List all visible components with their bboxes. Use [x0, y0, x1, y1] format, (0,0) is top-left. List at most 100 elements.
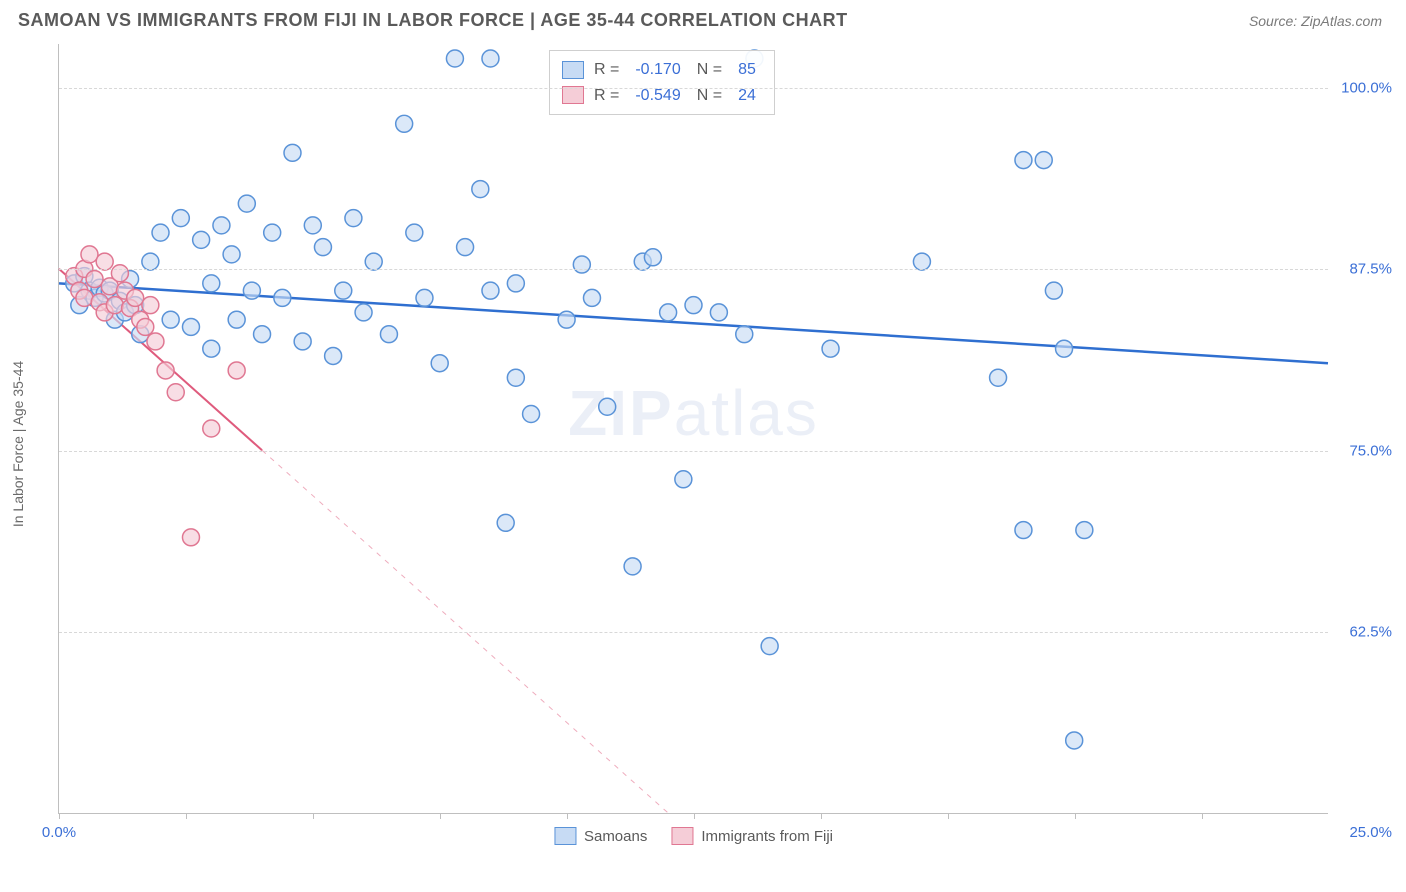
data-point — [223, 246, 240, 263]
x-tick — [1202, 813, 1203, 819]
data-point — [675, 471, 692, 488]
data-point — [345, 210, 362, 227]
data-point — [96, 253, 113, 270]
data-point — [482, 50, 499, 67]
legend-item-fiji: Immigrants from Fiji — [671, 827, 833, 845]
plot-area: ZIPatlas R = -0.170 N = 85 R = -0.549 N … — [58, 44, 1328, 814]
data-point — [761, 638, 778, 655]
data-point — [86, 271, 103, 288]
data-point — [1076, 522, 1093, 539]
data-point — [1045, 282, 1062, 299]
swatch-fiji-icon — [562, 86, 584, 104]
y-tick-label: 100.0% — [1341, 79, 1392, 96]
data-point — [172, 210, 189, 227]
data-point — [203, 420, 220, 437]
r-value-fiji: -0.549 — [635, 83, 680, 109]
y-tick-label: 87.5% — [1349, 261, 1392, 278]
x-tick — [694, 813, 695, 819]
x-tick — [186, 813, 187, 819]
data-point — [81, 246, 98, 263]
scatter-svg — [59, 44, 1328, 813]
data-point — [203, 340, 220, 357]
chart-source: Source: ZipAtlas.com — [1249, 13, 1382, 29]
stats-row-samoans: R = -0.170 N = 85 — [562, 57, 762, 83]
data-point — [238, 195, 255, 212]
data-point — [167, 384, 184, 401]
x-tick — [313, 813, 314, 819]
series-legend: Samoans Immigrants from Fiji — [554, 827, 833, 845]
data-point — [1015, 152, 1032, 169]
data-point — [599, 398, 616, 415]
data-point — [990, 369, 1007, 386]
data-point — [142, 253, 159, 270]
data-point — [127, 289, 144, 306]
y-tick-label: 75.0% — [1349, 442, 1392, 459]
legend-label-samoans: Samoans — [584, 828, 647, 845]
data-point — [76, 289, 93, 306]
data-point — [380, 326, 397, 343]
data-point — [431, 355, 448, 372]
data-point — [243, 282, 260, 299]
x-tick — [567, 813, 568, 819]
data-point — [182, 529, 199, 546]
data-point — [507, 369, 524, 386]
y-axis-label: In Labor Force | Age 35-44 — [10, 361, 26, 527]
data-point — [497, 514, 514, 531]
data-point — [685, 297, 702, 314]
data-point — [304, 217, 321, 234]
data-point — [142, 297, 159, 314]
data-point — [203, 275, 220, 292]
data-point — [558, 311, 575, 328]
data-point — [1066, 732, 1083, 749]
data-point — [152, 224, 169, 241]
swatch-samoans-icon — [562, 61, 584, 79]
data-point — [507, 275, 524, 292]
chart-title: SAMOAN VS IMMIGRANTS FROM FIJI IN LABOR … — [18, 10, 848, 31]
data-point — [111, 265, 128, 282]
data-point — [644, 249, 661, 266]
legend-swatch-fiji-icon — [671, 827, 693, 845]
data-point — [736, 326, 753, 343]
data-point — [472, 181, 489, 198]
r-value-samoans: -0.170 — [635, 57, 680, 83]
legend-item-samoans: Samoans — [554, 827, 647, 845]
data-point — [284, 144, 301, 161]
n-value-fiji: 24 — [738, 83, 756, 109]
data-point — [913, 253, 930, 270]
data-point — [106, 297, 123, 314]
data-point — [294, 333, 311, 350]
legend-label-fiji: Immigrants from Fiji — [701, 828, 833, 845]
x-tick — [440, 813, 441, 819]
y-tick-label: 62.5% — [1349, 624, 1392, 641]
x-tick — [948, 813, 949, 819]
data-point — [660, 304, 677, 321]
data-point — [162, 311, 179, 328]
data-point — [335, 282, 352, 299]
gridline — [59, 451, 1328, 452]
data-point — [710, 304, 727, 321]
legend-swatch-samoans-icon — [554, 827, 576, 845]
gridline — [59, 269, 1328, 270]
data-point — [1015, 522, 1032, 539]
stats-legend: R = -0.170 N = 85 R = -0.549 N = 24 — [549, 50, 775, 115]
data-point — [457, 239, 474, 256]
x-tick — [1075, 813, 1076, 819]
data-point — [523, 406, 540, 423]
x-tick — [821, 813, 822, 819]
x-tick — [59, 813, 60, 819]
data-point — [325, 347, 342, 364]
data-point — [1035, 152, 1052, 169]
data-point — [264, 224, 281, 241]
chart-header: SAMOAN VS IMMIGRANTS FROM FIJI IN LABOR … — [0, 0, 1406, 39]
data-point — [228, 311, 245, 328]
data-point — [365, 253, 382, 270]
data-point — [822, 340, 839, 357]
data-point — [274, 289, 291, 306]
x-tick-label: 0.0% — [42, 824, 76, 841]
data-point — [1056, 340, 1073, 357]
data-point — [406, 224, 423, 241]
data-point — [583, 289, 600, 306]
data-point — [446, 50, 463, 67]
data-point — [482, 282, 499, 299]
data-point — [254, 326, 271, 343]
